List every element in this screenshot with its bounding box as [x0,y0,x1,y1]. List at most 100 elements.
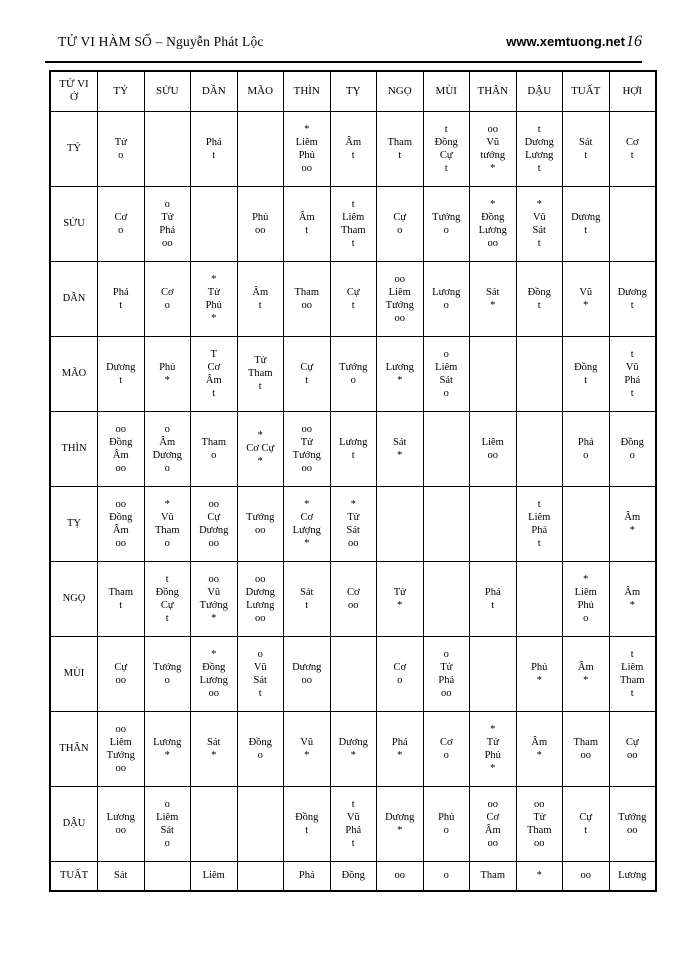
table-cell: Vũ * [562,260,610,337]
table-cell: t Đồng Cự t [422,110,470,187]
column-header-3: DẦN [190,70,238,112]
table-cell [236,860,284,892]
book-title: TỬ VI HÀM SỐ – Nguyễn Phát Lộc [58,34,264,49]
table-cell: Sát * [469,260,517,337]
page-number: 16 [626,33,642,50]
column-header-10: DẬU [515,70,563,112]
table-cell [469,485,517,562]
table-cell [469,335,517,412]
table-cell: Dương * [329,710,377,787]
column-header-1: TÝ [97,70,145,112]
column-header-5: THÌN [283,70,331,112]
column-header-4: MÃO [236,70,284,112]
table-cell: Phá t [469,560,517,637]
table-cell: * Tử Sát oo [329,485,377,562]
table-head: TỬ VI Ở TÝ SỬU DẦN MÃO THÌN TỴ NGỌ MÙI THÂN DẬU TUẤ… [49,70,657,112]
row-label: DẬU [49,785,98,862]
table-cell [236,785,284,862]
table-cell: Lương * [376,335,424,412]
table-cell [469,635,517,712]
column-header-7: NGỌ [376,70,424,112]
table-cell: Cự o [376,185,424,262]
table-cell [422,560,470,637]
table-cell: Đồng o [608,410,657,487]
row-label: DẦN [49,260,98,337]
table-cell: Cơ o [97,185,145,262]
table-cell: Tử Tham t [236,335,284,412]
table-cell: Dương oo [283,635,331,712]
table-cell: oo Liêm Tướng oo [97,710,145,787]
table-cell: Sát * [376,410,424,487]
table-cell: o Tử Phá oo [422,635,470,712]
table-cell: Liêm oo [469,410,517,487]
table-cell: o [422,860,470,892]
table-cell: t Liêm Tham t [329,185,377,262]
table-cell [376,485,424,562]
table-cell [515,335,563,412]
table-cell: Âm * [608,485,657,562]
table-row: MÃO Dương t Phủ * T Cơ Âm t Tử Tham t Cự t Tướ… [49,335,657,412]
table-cell: Dương t [562,185,610,262]
table-cell: Cơ o [376,635,424,712]
table-row: THÌN oo Đồng Âm oo o Âm Dương o Tham o * Cơ … [49,410,657,487]
table-cell: Lương * [143,710,191,787]
table-cell: t Vũ Phá t [329,785,377,862]
table-cell: Tham oo [562,710,610,787]
table-cell: Tham t [97,560,145,637]
table-cell: t Dương Lương t [515,110,563,187]
table-cell: * Vũ Tham o [143,485,191,562]
table-cell: Lương oo [97,785,145,862]
table-cell: Phá t [190,110,238,187]
corner-header: TỬ VI Ở [49,70,98,112]
table-cell: Âm * [515,710,563,787]
table-cell: Vũ * [283,710,331,787]
table-cell: o Tử Phá oo [143,185,191,262]
table-cell: Tướng oo [236,485,284,562]
table-cell [190,785,238,862]
table-cell [236,110,284,187]
table-cell: Sát [97,860,145,892]
table-cell [515,410,563,487]
table-cell: Đồng t [515,260,563,337]
table-cell: Phủ o [422,785,470,862]
column-header-12: HỢI [608,70,657,112]
table-cell: * Đồng Lương oo [469,185,517,262]
table-cell: Sát t [283,560,331,637]
table-cell: Đồng t [283,785,331,862]
row-label: TÝ [49,110,98,187]
table-row: TUẤT Sát Liêm Phá Đồng oo o Tham * oo Lương [49,860,657,892]
table-cell: Tướng o [329,335,377,412]
table-cell [190,185,238,262]
table-cell: Phủ oo [236,185,284,262]
table-cell [608,185,657,262]
table-cell: oo Tử Tham oo [515,785,563,862]
table-cell: Dương * [376,785,424,862]
table-cell: Đồng t [562,335,610,412]
column-header-2: SỬU [143,70,191,112]
table-cell: Cơ t [608,110,657,187]
table-cell: * Liêm Phủ oo [283,110,331,187]
table-cell: o Vũ Sát t [236,635,284,712]
column-header-6: TỴ [329,70,377,112]
table-cell: * Cơ Lượng * [283,485,331,562]
table-cell [143,110,191,187]
table-cell: o Liêm Sát o [143,785,191,862]
table-cell: Phủ * [143,335,191,412]
table-cell [422,485,470,562]
table-cell: Tướng o [422,185,470,262]
table-cell: * Tử Phủ * [190,260,238,337]
table-cell: Dương t [97,335,145,412]
table-cell: Âm * [562,635,610,712]
tuvi-star-table: TỬ VI Ở TÝ SỬU DẦN MÃO THÌN TỴ NGỌ MÙI THÂN DẬU TUẤ… [49,70,657,892]
website-url: www.xemtuong.net [506,34,625,49]
table-cell: Lương o [422,260,470,337]
header-divider [45,61,642,63]
table-cell: Âm t [329,110,377,187]
table-cell: Phá t [97,260,145,337]
table-cell: o Âm Dương o [143,410,191,487]
table-cell: Tham o [190,410,238,487]
